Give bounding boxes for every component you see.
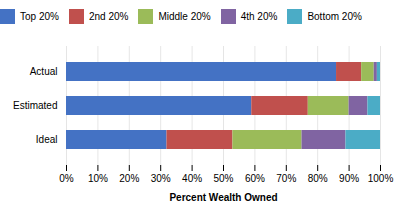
svg-text:20%: 20% bbox=[119, 173, 139, 184]
html-text:Middle 20%: Middle 20% bbox=[158, 11, 211, 22]
html-text:Bottom 20%: Bottom 20% bbox=[307, 11, 362, 22]
html-text:2nd 20%: 2nd 20% bbox=[88, 11, 129, 22]
svg-text:10%: 10% bbox=[88, 173, 108, 184]
svg-text:60%: 60% bbox=[245, 173, 265, 184]
svg-text:Ideal: Ideal bbox=[36, 134, 58, 145]
svg-text:90%: 90% bbox=[339, 173, 359, 184]
html-text:Top 20%: Top 20% bbox=[20, 11, 59, 22]
svg-text:Actual: Actual bbox=[30, 66, 58, 77]
svg-text:50%: 50% bbox=[213, 173, 233, 184]
svg-text:Estimated: Estimated bbox=[13, 100, 57, 111]
svg-text:40%: 40% bbox=[182, 173, 202, 184]
html-text:4th 20%: 4th 20% bbox=[240, 11, 278, 22]
svg-text:80%: 80% bbox=[308, 173, 328, 184]
svg-text:100%: 100% bbox=[368, 173, 394, 184]
svg-text:30%: 30% bbox=[151, 173, 171, 184]
svg-text:0%: 0% bbox=[59, 173, 74, 184]
svg-text:70%: 70% bbox=[276, 173, 296, 184]
svg-text:Percent Wealth Owned: Percent Wealth Owned bbox=[169, 192, 277, 203]
